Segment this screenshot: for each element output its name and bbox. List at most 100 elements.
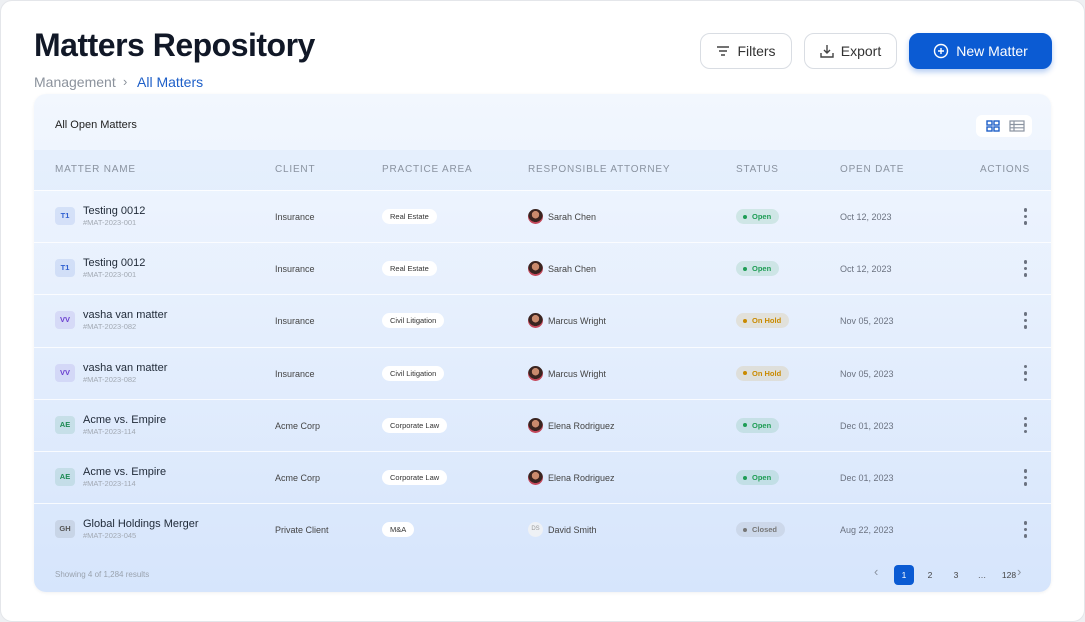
matter-name: vasha van matter (83, 361, 168, 374)
matter-badge: T1 (55, 207, 75, 225)
results-summary: Showing 4 of 1,284 results (55, 570, 150, 579)
row-actions[interactable] (1021, 260, 1029, 278)
column-header: PRACTICE AREA (382, 164, 473, 175)
page-button[interactable]: 128 (1001, 570, 1017, 580)
table-row[interactable]: T1 Testing 0012 #MAT-2023-001 Insurance Real… (34, 242, 1051, 295)
table-row[interactable]: T1 Testing 0012 #MAT-2023-001 Insurance Real… (34, 190, 1051, 243)
action-dot (1023, 534, 1027, 538)
button-label: Filters (737, 43, 776, 59)
row-actions[interactable] (1021, 364, 1029, 383)
matter-badge: VV (55, 311, 75, 330)
action-dot (1023, 416, 1027, 421)
next-page[interactable]: › (1017, 564, 1022, 579)
filters-button[interactable]: Filters (700, 33, 792, 69)
status-dot (743, 527, 747, 532)
matter-name: Acme vs. Empire (83, 413, 167, 426)
practice-area: Corporate Law (382, 470, 448, 485)
column-header: ACTIONS (979, 164, 1030, 175)
status-dot (743, 423, 747, 428)
view-toggle (976, 115, 1032, 137)
column-header: OPEN DATE (840, 164, 905, 175)
status-badge: Open (736, 261, 780, 277)
action-dot (1023, 423, 1027, 427)
client: Insurance (275, 316, 315, 327)
matter-name: Testing 0012 (83, 257, 146, 270)
open-date: Nov 05, 2023 (840, 368, 894, 379)
table-header (34, 150, 1051, 190)
matter-id: #MAT-2023-001 (83, 270, 137, 280)
action-dot (1023, 260, 1027, 264)
view-icons[interactable] (976, 115, 1032, 137)
row-actions[interactable] (1021, 312, 1029, 330)
attorney-avatar (528, 417, 543, 433)
status-badge: Open (736, 470, 780, 485)
table-row[interactable]: GH Global Holdings Merger #MAT-2023-045 Pri… (34, 503, 1051, 556)
action-dot (1023, 475, 1027, 479)
page-button[interactable]: 3 (953, 570, 959, 580)
prev-page[interactable]: ‹ (874, 564, 879, 579)
page-button[interactable]: … (977, 570, 987, 580)
attorney-avatar (528, 313, 543, 329)
client: Insurance (275, 264, 315, 275)
action-dot (1023, 221, 1027, 225)
status-badge: On Hold (736, 313, 790, 329)
new-matter-button[interactable]: New Matter (909, 33, 1052, 69)
page-button[interactable]: 2 (927, 570, 933, 580)
practice-area: M&A (382, 522, 415, 538)
action-dot (1023, 214, 1027, 218)
row-actions[interactable] (1021, 416, 1029, 435)
practice-area: Real Estate (382, 261, 437, 277)
matter-badge: T1 (55, 259, 75, 278)
attorney: Marcus Wright (548, 316, 606, 327)
table-row[interactable]: VV vasha van matter #MAT-2023-082 Insurance… (34, 294, 1051, 347)
matter-name: Global Holdings Merger (83, 518, 199, 531)
row-actions[interactable] (1021, 469, 1029, 487)
action-dot (1023, 521, 1027, 525)
breadcrumb[interactable]: Management (34, 74, 116, 90)
status-dot (743, 318, 747, 323)
attorney: Sarah Chen (548, 212, 597, 222)
breadcrumb-current[interactable]: All Matters (137, 74, 204, 90)
matter-name: vasha van matter (83, 309, 168, 322)
row-actions[interactable] (1021, 521, 1029, 539)
breadcrumb-separator: › (123, 74, 128, 89)
row-actions[interactable] (1021, 208, 1029, 226)
action-dot (1023, 527, 1027, 532)
client: Insurance (275, 212, 315, 222)
open-date: Oct 12, 2023 (840, 212, 892, 222)
attorney-avatar (528, 470, 543, 485)
matter-name: Testing 0012 (83, 205, 146, 217)
attorney: David Smith (548, 525, 597, 536)
action-dot (1023, 429, 1027, 434)
attorney: Elena Rodriguez (548, 420, 615, 431)
matter-badge: AE (55, 468, 75, 486)
action-dot (1023, 273, 1027, 277)
table-row[interactable]: AE Acme vs. Empire #MAT-2023-114 Acme Corp C… (34, 451, 1051, 504)
open-date: Dec 01, 2023 (840, 420, 894, 431)
status-dot (743, 266, 747, 271)
table-row[interactable]: VV vasha van matter #MAT-2023-082 Insurance… (34, 346, 1051, 400)
matter-id: #MAT-2023-045 (83, 531, 137, 541)
action-dot (1023, 371, 1027, 375)
attorney: Marcus Wright (548, 368, 606, 379)
attorney-avatar (528, 261, 543, 277)
client: Insurance (275, 368, 315, 379)
attorney: Elena Rodriguez (548, 473, 615, 483)
matter-badge: GH (55, 520, 75, 539)
page-button[interactable]: 1 (894, 565, 914, 585)
status-dot (743, 371, 747, 376)
column-header: MATTER NAME (55, 164, 136, 175)
export-button[interactable]: Export (804, 33, 897, 69)
open-date: Nov 05, 2023 (840, 316, 894, 327)
practice-area: Corporate Law (382, 417, 448, 433)
matter-badge: AE (55, 415, 75, 434)
table-row[interactable]: AE Acme vs. Empire #MAT-2023-114 Acme Corp C… (34, 398, 1051, 452)
action-dot (1023, 266, 1027, 271)
matter-id: #MAT-2023-114 (83, 479, 136, 488)
plus-icon (934, 43, 949, 59)
client: Acme Corp (275, 420, 321, 431)
client: Acme Corp (275, 473, 321, 483)
button-label: Export (840, 43, 882, 59)
open-date: Aug 22, 2023 (840, 525, 894, 536)
